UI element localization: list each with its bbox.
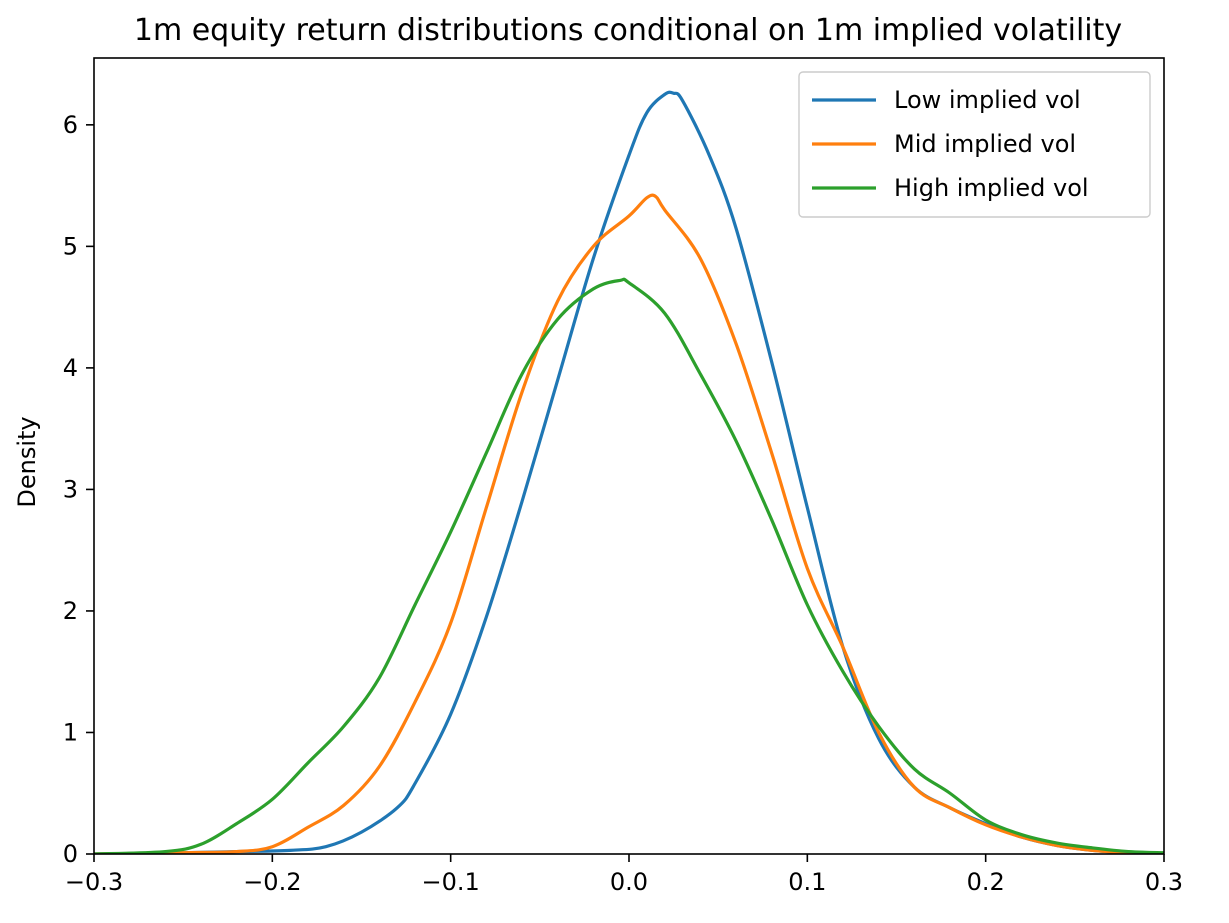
legend-label: Low implied vol xyxy=(894,86,1081,114)
legend-box xyxy=(798,71,1151,218)
x-tick-label: 0.0 xyxy=(610,868,648,896)
series-layer xyxy=(94,90,1164,854)
x-tick-label: −0.2 xyxy=(243,868,301,896)
x-tick-label: −0.3 xyxy=(65,868,123,896)
x-tick-label: −0.1 xyxy=(422,868,480,896)
y-tick-label: 3 xyxy=(63,475,78,503)
y-tick-label: 0 xyxy=(63,840,78,868)
y-tick-label: 2 xyxy=(63,597,78,625)
legend: Low implied vol Mid implied vol High impli… xyxy=(798,71,1151,218)
legend-label: High implied vol xyxy=(894,174,1089,202)
y-axis-label: Density xyxy=(13,416,41,507)
series-line-2 xyxy=(94,193,1164,854)
y-tick-label: 6 xyxy=(63,111,78,139)
y-axis: 0 1 2 3 4 5 6 xyxy=(63,111,94,868)
x-tick-label: 0.1 xyxy=(788,868,826,896)
y-tick-label: 4 xyxy=(63,354,78,382)
x-axis: −0.3 −0.2 −0.1 0.0 0.1 0.2 0.3 xyxy=(65,854,1183,896)
y-tick-label: 1 xyxy=(63,718,78,746)
legend-label: Mid implied vol xyxy=(894,130,1076,158)
x-tick-label: 0.2 xyxy=(967,868,1005,896)
x-tick-label: 0.3 xyxy=(1145,868,1183,896)
y-tick-label: 5 xyxy=(63,232,78,260)
series-line-3 xyxy=(94,277,1164,854)
chart-title: 1m equity return distributions condition… xyxy=(134,13,1122,48)
